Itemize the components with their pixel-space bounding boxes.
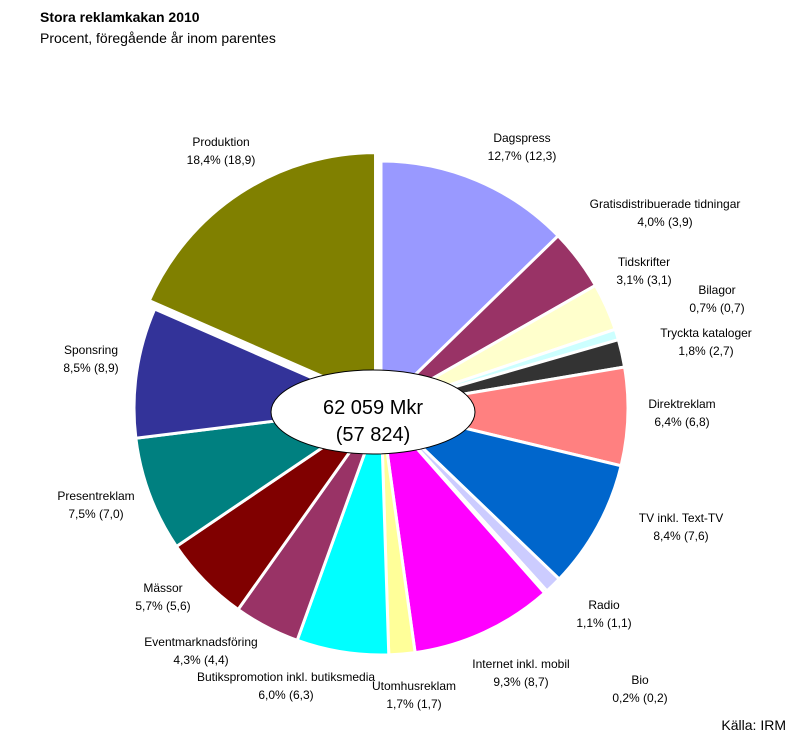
value-label: 18,4% (18,9) bbox=[187, 153, 256, 167]
slice-label: Bio bbox=[631, 673, 649, 687]
center-ellipse bbox=[270, 369, 476, 455]
value-label: 1,1% (1,1) bbox=[576, 616, 631, 630]
value-label: 0,7% (0,7) bbox=[689, 301, 744, 315]
pie-slice bbox=[147, 151, 378, 402]
source: Källa: IRM bbox=[721, 717, 786, 733]
slice-label: Gratisdistribuerade tidningar bbox=[590, 197, 741, 211]
value-label: 0,2% (0,2) bbox=[612, 691, 667, 705]
slice-label: Produktion bbox=[192, 135, 249, 149]
slice-label: Tryckta kataloger bbox=[660, 326, 752, 340]
slice-label: Utomhusreklam bbox=[372, 679, 456, 693]
value-label: 6,0% (6,3) bbox=[258, 688, 313, 702]
value-label: 7,5% (7,0) bbox=[68, 507, 123, 521]
value-label: 1,8% (2,7) bbox=[678, 344, 733, 358]
value-label: 12,7% (12,3) bbox=[488, 149, 557, 163]
slice-label: Tidskrifter bbox=[618, 255, 670, 269]
value-label: 8,4% (7,6) bbox=[653, 529, 708, 543]
pie-slice bbox=[379, 159, 561, 412]
value-label: 3,1% (3,1) bbox=[616, 273, 671, 287]
slice-label: Butikspromotion inkl. butiksmedia bbox=[197, 670, 375, 684]
center-label: (57 824) bbox=[336, 424, 411, 446]
value-label: 4,0% (3,9) bbox=[637, 215, 692, 229]
value-label: 5,7% (5,6) bbox=[135, 599, 190, 613]
slice-label: Dagspress bbox=[493, 131, 550, 145]
slice-label: Radio bbox=[588, 598, 620, 612]
center-label: 62 059 Mkr bbox=[323, 397, 423, 419]
chart-subtitle: Procent, föregående år inom parentes bbox=[40, 30, 276, 46]
slice-label: Sponsring bbox=[64, 343, 118, 357]
slice-label: Mässor bbox=[143, 581, 182, 595]
value-label: 1,7% (1,7) bbox=[386, 697, 441, 711]
value-label: 8,5% (8,9) bbox=[63, 361, 118, 375]
value-label: 9,3% (8,7) bbox=[493, 675, 548, 689]
slice-label: Eventmarknadsföring bbox=[144, 635, 257, 649]
value-label: 6,4% (6,8) bbox=[654, 415, 709, 429]
value-label: 4,3% (4,4) bbox=[173, 653, 228, 667]
slice-label: TV inkl. Text-TV bbox=[639, 511, 723, 525]
chart-title: Stora reklamkakan 2010 bbox=[40, 9, 200, 25]
slice-label: Direktreklam bbox=[648, 397, 715, 411]
slice-label: Bilagor bbox=[698, 283, 735, 297]
pie-slice bbox=[378, 403, 547, 655]
pie-slice bbox=[375, 405, 623, 582]
slice-label: Internet inkl. mobil bbox=[472, 657, 569, 671]
slice-label: Presentreklam bbox=[57, 489, 134, 503]
